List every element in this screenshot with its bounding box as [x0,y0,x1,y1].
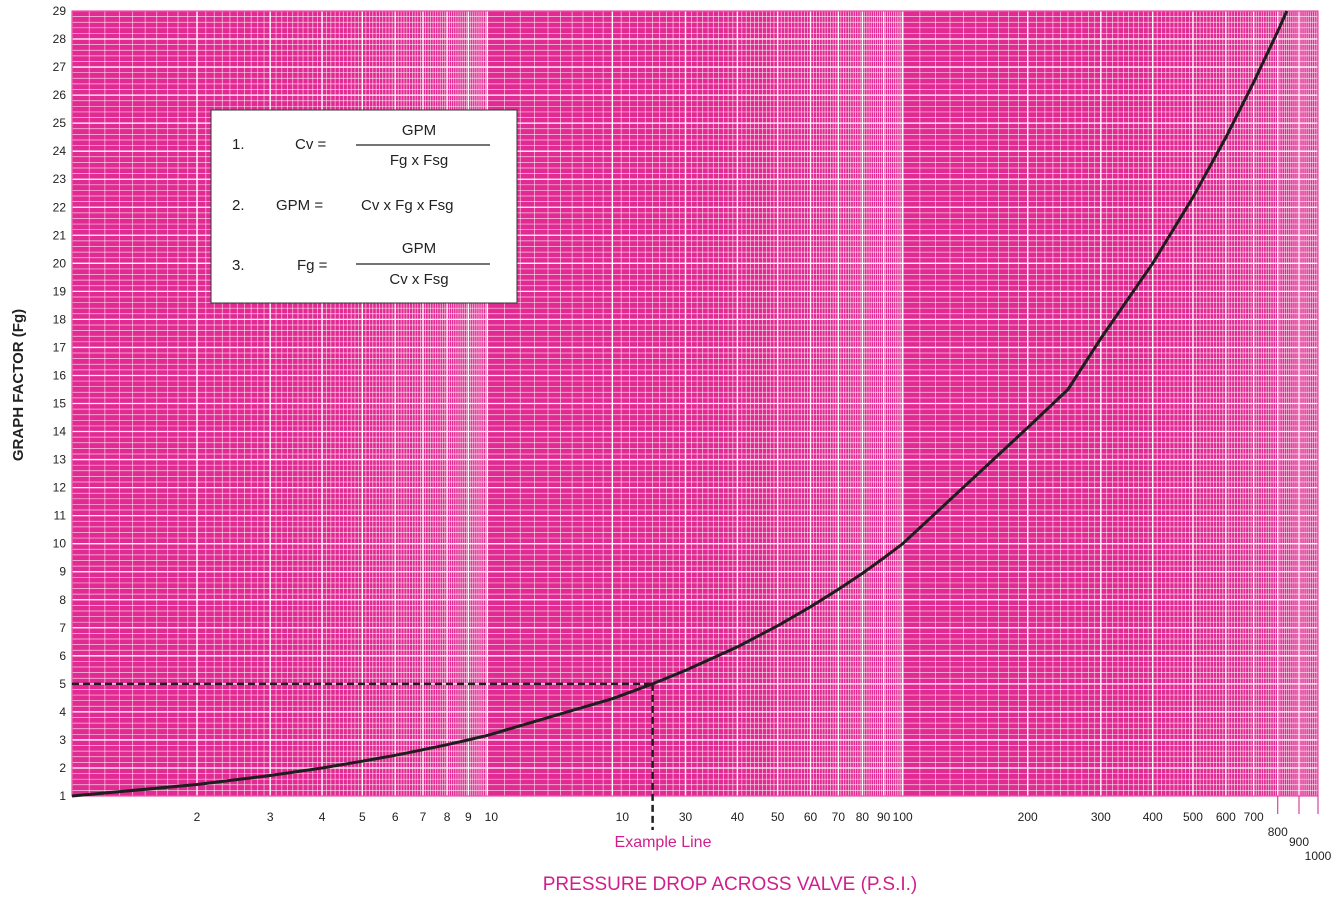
grid-lines [71,10,1319,797]
y-tick-label: 8 [59,593,66,607]
x-tick-label: 1000 [1305,849,1332,863]
x-tick-label: 100 [893,810,913,824]
y-tick-label: 20 [53,256,67,270]
y-tick-label: 2 [59,761,66,775]
y-axis-label: GRAPH FACTOR (Fg) [10,309,27,461]
x-tick-label: 50 [771,810,785,824]
x-tick-label: 6 [392,810,399,824]
y-tick-label: 3 [59,733,66,747]
x-tick-label: 5 [359,810,366,824]
y-tick-label: 25 [53,116,67,130]
example-line-label: Example Line [615,834,712,851]
graph-factor-curve [71,10,1289,798]
y-tick-label: 15 [53,397,67,411]
y-tick-label: 28 [53,32,67,46]
x-tick-label: 10 [616,810,630,824]
y-tick-label: 4 [59,705,66,719]
y-tick-label: 1 [59,789,66,803]
x-tick-label: 200 [1018,810,1038,824]
formula-3-lhs: Fg = [297,257,328,274]
y-tick-label: 21 [53,228,67,242]
curve-layer [71,10,1289,798]
formula-1-numerator: GPM [402,122,436,139]
x-axis-label: PRESSURE DROP ACROSS VALVE (P.S.I.) [543,874,918,895]
x-tick-label: 4 [319,810,326,824]
y-tick-label: 10 [53,537,67,551]
formula-2-lhs: GPM = [276,197,323,214]
x-tick-label: 600 [1216,810,1236,824]
x-tick-label: 80 [856,810,870,824]
x-tick-label: 9 [465,810,472,824]
formula-1-denominator: Fg x Fsg [390,152,448,169]
x-tick-label: 900 [1289,835,1309,849]
y-tick-label: 29 [53,4,67,18]
y-tick-label: 18 [53,312,67,326]
y-tick-label: 19 [53,284,67,298]
x-tick-label: 400 [1143,810,1163,824]
x-tick-label: 500 [1183,810,1203,824]
y-tick-label: 22 [53,200,67,214]
formula-3-denominator: Cv x Fsg [389,271,448,288]
y-tick-label: 7 [59,621,66,635]
formula-2-rhs: Cv x Fg x Fsg [361,197,454,214]
x-tick-label: 800 [1268,825,1288,839]
x-tick-label: 40 [731,810,745,824]
x-tick-label: 60 [804,810,818,824]
y-tick-label: 13 [53,453,67,467]
x-tick-labels: 2 3 4 5 6 7 8 9 10 10 30 40 50 60 70 80 90 100 200 300 400 50… [194,796,1332,863]
formula-1-number: 1. [232,136,245,153]
formula-2-number: 2. [232,197,245,214]
y-tick-label: 5 [59,677,66,691]
x-tick-label: 3 [267,810,274,824]
x-tick-label: 700 [1244,810,1264,824]
formula-1-lhs: Cv = [295,136,327,153]
x-tick-label: 300 [1091,810,1111,824]
y-tick-label: 23 [53,172,67,186]
y-tick-label: 11 [54,509,67,523]
y-tick-label: 6 [59,649,66,663]
x-tick-label: 10 [485,810,499,824]
y-tick-label: 24 [53,144,67,158]
x-tick-label: 70 [832,810,846,824]
formula-3-number: 3. [232,257,245,274]
x-tick-label: 90 [877,810,891,824]
y-tick-label: 14 [53,425,67,439]
x-tick-label: 7 [420,810,427,824]
y-tick-label: 16 [53,368,67,382]
y-tick-label: 27 [53,60,67,74]
example-guide [72,682,654,830]
formula-3-numerator: GPM [402,240,436,257]
y-tick-label: 9 [59,565,66,579]
formula-box-frame [210,109,518,304]
formula-box: 1. Cv = GPM Fg x Fsg 2. GPM = Cv x Fg x … [210,109,518,304]
y-tick-labels: 1234567891011121314151617181920212223242… [53,4,67,803]
x-tick-label: 2 [194,810,201,824]
x-tick-label: 30 [679,810,693,824]
x-tick-label: 8 [444,810,451,824]
y-tick-label: 26 [53,88,67,102]
y-tick-label: 12 [53,481,67,495]
y-tick-label: 17 [53,340,67,354]
plot-border [71,10,1319,797]
